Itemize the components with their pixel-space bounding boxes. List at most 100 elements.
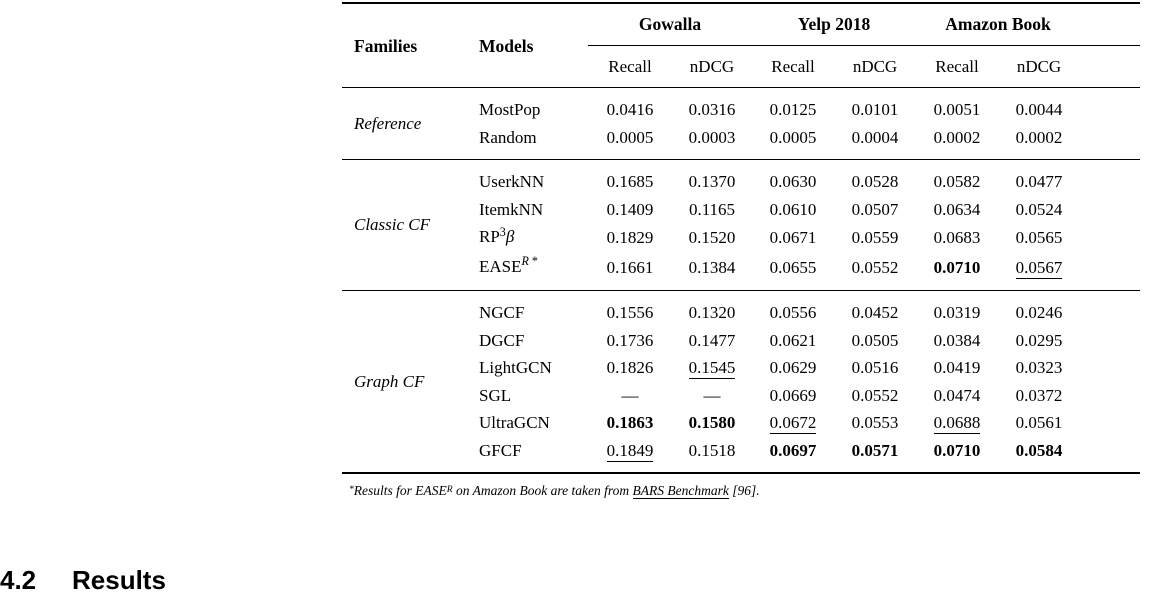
metric-value-text: 0.0316: [688, 100, 736, 119]
model-name: GFCF: [468, 437, 588, 474]
metric-value-text: 0.0697: [769, 440, 817, 460]
metric-value-text: 0.0416: [606, 100, 654, 119]
metric-value-text: 0.0524: [1015, 199, 1063, 219]
metric-value-text: 0.0528: [851, 172, 899, 191]
metric-value-text: 0.1863: [606, 413, 654, 432]
metric-value: 0.0002: [998, 124, 1080, 160]
metric-value: 0.0634: [916, 196, 998, 224]
metric-value: 0.0323: [998, 354, 1080, 382]
metric-value-text: 0.0005: [769, 127, 817, 147]
metric-value: 0.1580: [672, 409, 752, 437]
text-part: ItemkNN: [479, 199, 544, 219]
metric-value: 0.0621: [752, 327, 834, 355]
metric-header-row: Recall nDCG Recall nDCG Recall nDCG: [342, 45, 1141, 88]
dataset-header-gowalla: Gowalla: [588, 3, 753, 46]
text-part: [96].: [728, 483, 760, 498]
metric-value-text: 0.1685: [606, 172, 654, 191]
text-part: DGCF: [479, 330, 525, 350]
metric-value: 0.0582: [916, 160, 998, 196]
model-name: DGCF: [468, 327, 588, 355]
metric-value-text: 0.0561: [1015, 413, 1063, 432]
metric-value: 0.1370: [672, 160, 752, 196]
metric-value: 0.0246: [998, 291, 1080, 327]
metric-value: 0.1556: [588, 291, 672, 327]
model-name: RP3β: [468, 223, 588, 253]
model-name: NGCF: [468, 291, 588, 327]
table-footnote: *Results for EASER on Amazon Book are ta…: [342, 482, 1140, 501]
metric-value: 0.0552: [834, 253, 916, 291]
metric-value: 0.1849: [588, 437, 672, 474]
metric-value: 0.0672: [752, 409, 834, 437]
metric-header-ndcg: nDCG: [672, 45, 753, 88]
metric-value-text: 0.0552: [851, 257, 899, 277]
metric-value: 0.1477: [672, 327, 752, 355]
metric-value-text: 0.0419: [933, 358, 981, 377]
metric-value: 0.0477: [998, 160, 1080, 196]
metric-value-text: 0.1826: [606, 358, 654, 377]
metric-value: 0.0051: [916, 88, 998, 124]
text-part: LightGCN: [479, 358, 552, 377]
metric-value: 0.0571: [834, 437, 916, 474]
metric-value-text: 0.0669: [769, 385, 817, 405]
metric-value-text: 0.0323: [1015, 358, 1063, 377]
metric-header-recall: Recall: [588, 45, 672, 88]
metric-value-text: —: [621, 385, 639, 405]
table-row: Reference MostPop 0.0416 0.0316 0.0125 0.0101…: [342, 88, 1140, 133]
metric-value-text: 0.0621: [769, 330, 817, 350]
spacer-cell: [1080, 437, 1140, 474]
metric-value-text: 0.1409: [606, 199, 654, 219]
text-part: on Amazon Book are taken from: [452, 483, 633, 498]
metric-value-text: 0.0051: [933, 100, 981, 119]
metric-value-text: 0.0003: [688, 127, 736, 147]
metric-value-text: 0.1661: [606, 257, 654, 277]
metric-value-text: 0.0629: [769, 358, 817, 377]
table-row: DGCF 0.1736 0.1477 0.0621 0.0505 0.0384 0.0295: [342, 327, 1140, 355]
metric-value-text: 0.0101: [851, 100, 899, 119]
footnote-link[interactable]: BARS Benchmark: [632, 483, 729, 499]
table-row: Classic CF UserkNN 0.1685 0.1370 0.0630 0.052…: [342, 160, 1140, 234]
metric-value-text: 0.0683: [933, 228, 981, 247]
metric-value: 0.0419: [916, 354, 998, 382]
metric-value: 0.1829: [588, 223, 672, 253]
model-name: Random: [468, 124, 588, 160]
text-part: UserkNN: [479, 172, 545, 191]
family-label: Graph CF: [354, 371, 425, 391]
table-row: GFCF 0.1849 0.1518 0.0697 0.0571 0.0710 0.0584: [342, 437, 1140, 474]
metric-value: 0.1685: [588, 160, 672, 196]
table-row: Graph CF NGCF 0.1556 0.1320 0.0556 0.0452 0.03…: [342, 291, 1140, 391]
family-label: Classic CF: [354, 215, 431, 235]
metric-value-text: 0.1849: [606, 440, 654, 462]
metric-value: 0.0561: [998, 409, 1080, 437]
metric-value-text: 0.1736: [606, 330, 654, 350]
metric-value-text: 0.1520: [688, 228, 736, 247]
model-name: LightGCN: [468, 354, 588, 382]
metric-value: 0.0507: [834, 196, 916, 224]
metric-value-text: 0.0671: [769, 228, 817, 247]
metric-value-text: 0.0044: [1015, 100, 1063, 119]
spacer-cell: [1080, 196, 1140, 224]
text-part: NGCF: [479, 303, 525, 322]
metric-value-text: 0.1556: [606, 303, 654, 322]
metric-value-text: 0.0710: [933, 257, 981, 277]
metric-value-text: 0.1829: [606, 228, 654, 247]
text-part: MostPop: [479, 100, 541, 119]
metric-value-text: 0.0610: [769, 199, 817, 219]
metric-value-text: 0.0565: [1015, 228, 1063, 247]
spacer-cell: [1080, 124, 1140, 160]
metric-value: 0.0683: [916, 223, 998, 253]
family-block: Classic CF UserkNN 0.1685 0.1370 0.0630 0.052…: [342, 160, 1141, 291]
text-part: SGL: [479, 385, 512, 405]
metric-value-text: 0.1545: [688, 358, 736, 379]
metric-value-text: 0.0505: [851, 330, 899, 350]
metric-value: 0.0005: [588, 124, 672, 160]
metric-value: 0.0584: [998, 437, 1080, 474]
spacer-cell: [1080, 354, 1140, 382]
metric-value-text: 0.0507: [851, 199, 899, 219]
metric-value: 0.0516: [834, 354, 916, 382]
metric-value: 0.0552: [834, 382, 916, 410]
metric-value-text: 0.1580: [688, 413, 736, 432]
metric-value: 0.1409: [588, 196, 672, 224]
metric-value-text: 0.0556: [769, 303, 817, 322]
column-header-models: Models: [468, 3, 588, 88]
metric-value: 0.0044: [998, 88, 1080, 124]
